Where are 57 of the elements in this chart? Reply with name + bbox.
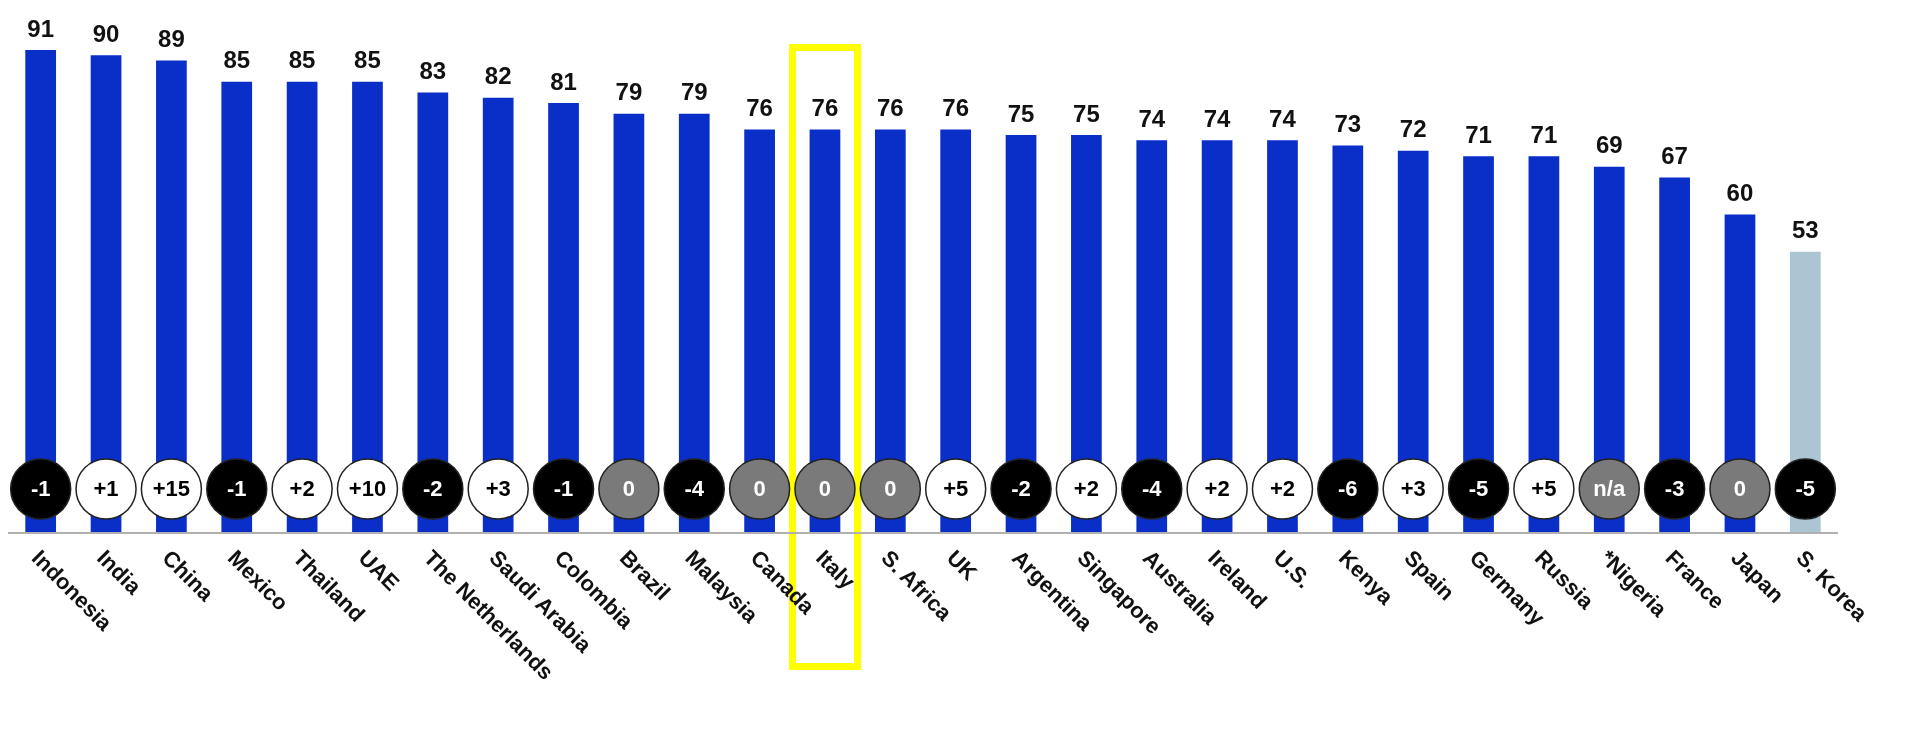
data-label: 67 (1661, 142, 1688, 170)
data-label: 82 (484, 62, 512, 90)
annotation: +10 (348, 476, 387, 502)
data-label: 79 (680, 78, 708, 106)
annotation: +2 (1269, 476, 1296, 502)
annotation: +3 (1400, 476, 1426, 502)
data-label: 74 (1203, 104, 1232, 132)
data-label: 69 (1595, 131, 1623, 159)
data-label: 76 (811, 94, 839, 122)
data-label: 81 (550, 67, 577, 95)
data-label: 79 (615, 78, 643, 106)
annotation: -5 (1468, 476, 1489, 502)
annotation: -1 (30, 476, 51, 502)
data-label: 73 (1334, 110, 1362, 138)
annotation: -2 (423, 476, 443, 502)
data-label: 74 (1138, 104, 1166, 132)
data-label: 85 (354, 46, 381, 74)
data-label: 76 (746, 94, 773, 122)
annotation: +2 (1204, 476, 1230, 502)
data-label: 85 (288, 46, 316, 74)
data-label: 72 (1399, 115, 1427, 143)
annotation: 0 (1733, 476, 1747, 502)
data-label: 85 (223, 46, 251, 74)
annotation: -2 (1011, 476, 1031, 502)
annotation: -4 (1141, 476, 1163, 502)
annotation: +5 (943, 476, 969, 502)
data-label: 76 (942, 94, 970, 122)
annotation: -4 (684, 476, 705, 502)
data-label: 71 (1465, 120, 1492, 148)
annotation: -5 (1795, 476, 1816, 502)
data-label: 75 (1073, 99, 1100, 127)
data-label: 74 (1269, 104, 1297, 132)
annotation: n/a (1593, 476, 1626, 502)
data-label: 60 (1726, 179, 1754, 207)
annotation: +5 (1531, 476, 1557, 502)
annotation: +15 (152, 476, 191, 502)
annotation: 0 (622, 476, 636, 502)
annotation: +1 (93, 476, 119, 502)
annotation: 0 (818, 476, 832, 502)
annotation: +2 (289, 476, 315, 502)
x-tick-label: UK (941, 545, 983, 586)
data-label: 76 (876, 94, 904, 122)
annotation: -1 (553, 476, 574, 502)
annotation: -3 (1664, 476, 1685, 502)
data-label: 75 (1007, 99, 1035, 127)
data-label: 83 (419, 57, 447, 85)
annotation: -1 (226, 476, 247, 502)
data-label: 89 (158, 25, 185, 53)
annotation: 0 (884, 476, 897, 502)
data-label: 71 (1530, 120, 1558, 148)
data-label: 91 (27, 14, 55, 42)
data-label: 53 (1791, 216, 1819, 244)
annotation: 0 (753, 476, 766, 502)
annotation: +2 (1073, 476, 1099, 502)
annotation: -6 (1338, 476, 1358, 502)
data-label: 90 (92, 19, 120, 47)
annotation: +3 (485, 476, 511, 502)
